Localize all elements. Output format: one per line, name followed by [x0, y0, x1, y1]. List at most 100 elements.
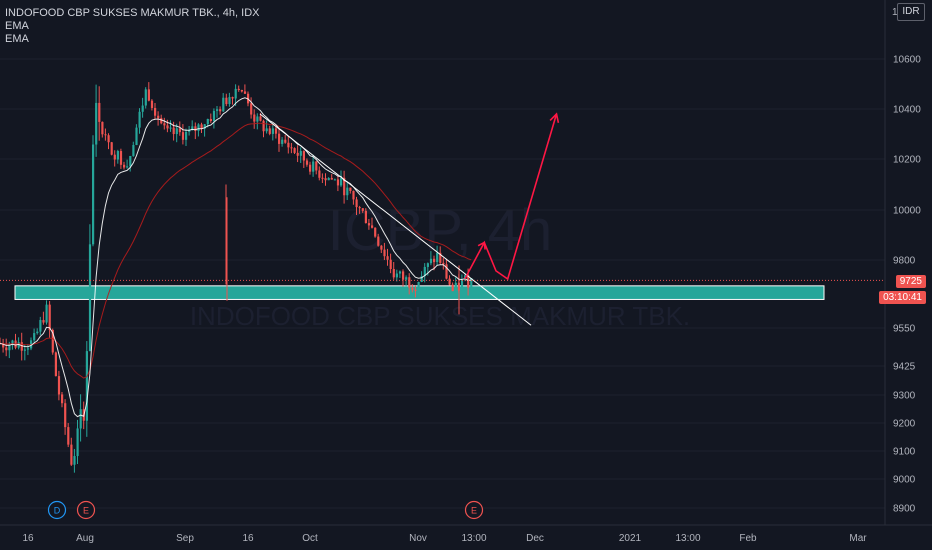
price-tick-label: 10400: [893, 105, 921, 116]
candle-body: [364, 210, 367, 224]
time-tick-label: Oct: [302, 533, 318, 544]
event-marker-earnings[interactable]: E: [76, 500, 96, 520]
currency-button[interactable]: IDR: [897, 3, 925, 21]
candle-body: [79, 409, 82, 429]
candle-body: [147, 89, 150, 101]
candle-body: [73, 456, 76, 465]
candle-body: [405, 277, 408, 280]
event-marker-circle: [464, 500, 484, 520]
candle-body: [70, 444, 73, 465]
candle-body: [470, 278, 473, 288]
candle-body: [160, 118, 163, 124]
current-price-tag: 9725: [895, 275, 926, 288]
candle-body: [296, 152, 299, 156]
price-tick-label: 10600: [893, 55, 921, 66]
time-tick-label: Feb: [739, 533, 757, 544]
candle-body: [154, 107, 157, 116]
countdown-tag: 03:10:41: [879, 291, 926, 304]
candle-body: [163, 123, 166, 126]
candle-body: [315, 161, 318, 171]
candle-body: [20, 342, 23, 351]
candle-body: [253, 114, 256, 122]
candle-body: [5, 347, 8, 351]
candle-body: [132, 145, 135, 156]
candle-body: [126, 166, 129, 168]
candle-body: [237, 88, 240, 90]
candle-body: [299, 151, 302, 156]
candle-body: [349, 187, 352, 191]
candle-body: [225, 97, 228, 105]
candle-body: [340, 177, 343, 186]
candle-body: [243, 91, 247, 94]
candle-body: [104, 134, 107, 136]
candle-body: [234, 88, 237, 99]
price-tick-label: 9800: [893, 256, 916, 267]
event-marker-earnings[interactable]: E: [464, 500, 484, 520]
candle-body: [185, 131, 188, 140]
indicator-ema-2[interactable]: EMA: [5, 33, 29, 45]
candle-body: [45, 304, 48, 323]
candle-body: [42, 320, 45, 323]
candle-body: [178, 128, 181, 133]
candle-body: [302, 151, 305, 161]
event-marker-circle: [47, 500, 67, 520]
candle-body: [287, 142, 290, 148]
candle-body: [361, 208, 364, 211]
candle-body: [95, 102, 98, 145]
candle-body: [436, 252, 439, 263]
time-tick-label: Aug: [76, 533, 94, 544]
descending-trendline: [259, 113, 532, 326]
drawings[interactable]: [0, 112, 885, 326]
candle-body: [417, 281, 420, 291]
candle-body: [392, 269, 395, 278]
candle-body: [274, 128, 278, 134]
ema-fast-line: [0, 97, 472, 418]
candle-body: [420, 276, 423, 282]
watermark: ICBP, 4h INDOFOOD CBP SUKSES MAKMUR TBK.: [190, 198, 690, 331]
candle-body: [460, 280, 464, 291]
candle-body: [88, 244, 92, 352]
candle-body: [175, 128, 178, 135]
candle-body: [305, 160, 309, 165]
event-marker-circle: [76, 500, 96, 520]
candle-body: [278, 133, 281, 144]
candle-body: [371, 225, 374, 228]
candle-body: [433, 258, 436, 263]
time-tick-label: Nov: [409, 533, 427, 544]
candle-body: [352, 190, 355, 200]
candle-body: [358, 207, 361, 209]
candle-body: [48, 304, 51, 330]
price-tick-label: 9300: [893, 391, 916, 402]
candle-body: [76, 428, 79, 457]
candle-body: [219, 109, 222, 112]
time-tick-label: 13:00: [675, 533, 700, 544]
time-tick-label: 2021: [619, 533, 642, 544]
candle-body: [181, 132, 185, 140]
candle-body: [231, 97, 234, 99]
candle-body: [268, 128, 271, 134]
candle-body: [265, 128, 268, 132]
time-tick-label: 16: [242, 533, 254, 544]
candle-body: [448, 278, 451, 285]
time-tick-label: Sep: [176, 533, 194, 544]
indicator-ema-1[interactable]: EMA: [5, 20, 29, 32]
candle-body: [402, 271, 405, 280]
candle-body: [333, 179, 336, 181]
candle-body: [39, 320, 42, 332]
symbol-title[interactable]: INDOFOOD CBP SUKSES MAKMUR TBK., 4h, IDX: [5, 7, 260, 19]
time-axis[interactable]: 16 Aug Sep 16 Oct Nov 13:00 Dec 2021 13:00 Feb Mar: [0, 524, 932, 544]
candle-body: [85, 351, 88, 421]
time-tick-label: Mar: [849, 533, 867, 544]
price-tick-label: 9100: [893, 447, 916, 458]
candle-body: [467, 275, 470, 288]
candle-body: [107, 135, 110, 143]
candle-body: [290, 147, 293, 149]
time-tick-label: 16: [22, 533, 34, 544]
event-marker-dividend[interactable]: D: [47, 500, 67, 520]
candle-body: [309, 164, 312, 172]
candle-body: [188, 130, 191, 132]
candle-body: [36, 331, 39, 334]
time-tick-label: 13:00: [461, 533, 486, 544]
